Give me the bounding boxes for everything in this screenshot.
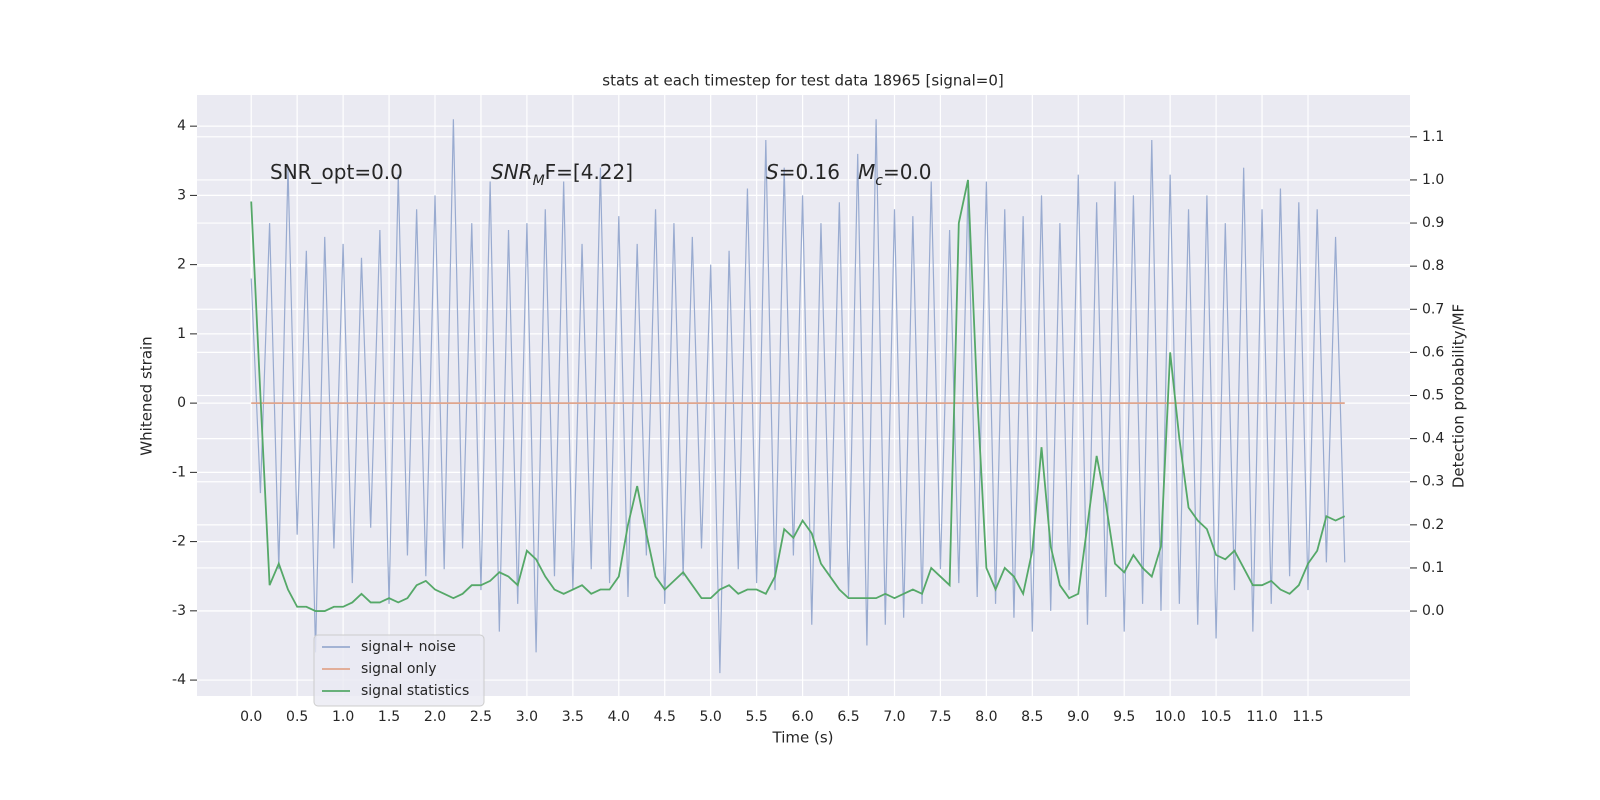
- annotation-part: M: [533, 173, 545, 189]
- x-tick-label: 1.0: [332, 709, 354, 725]
- annotation-part: M: [858, 160, 875, 184]
- annotation-part: =0.0: [883, 160, 932, 184]
- annotation: Mc=0.0: [858, 160, 932, 190]
- annotation-part: SNR: [491, 160, 533, 184]
- y2-tick-label: 0.0: [1422, 603, 1444, 619]
- series-line: [250, 119, 1346, 674]
- annotation-part: SNR_opt=0.0: [270, 160, 403, 184]
- x-tick-label: 11.0: [1246, 709, 1277, 725]
- y2-tick-label: 0.6: [1422, 344, 1444, 360]
- x-tick-label: 9.5: [1113, 709, 1135, 725]
- y2-tick-label: 0.8: [1422, 258, 1444, 274]
- y-tick-label: -1: [172, 464, 186, 480]
- x-tick-label: 2.5: [470, 709, 492, 725]
- annotation-part: F=[4.22]: [545, 160, 633, 184]
- x-tick-label: 2.0: [424, 709, 446, 725]
- x-tick-label: 9.0: [1067, 709, 1089, 725]
- annotation: SNRMF=[4.22]: [491, 160, 633, 190]
- x-tick-label: 5.0: [700, 709, 722, 725]
- annotation: S=0.16: [766, 160, 840, 184]
- x-tick-label: 0.5: [286, 709, 308, 725]
- x-tick-label: 8.5: [1021, 709, 1043, 725]
- x-tick-label: 7.0: [883, 709, 905, 725]
- series-line: [250, 179, 1346, 612]
- annotation-part: =0.16: [779, 160, 840, 184]
- y-tick-label: -4: [172, 672, 186, 688]
- y2-tick-label: 0.5: [1422, 388, 1444, 404]
- y2-tick-label: 0.7: [1422, 301, 1444, 317]
- x-tick-label: 8.0: [975, 709, 997, 725]
- x-tick-label: 5.5: [746, 709, 768, 725]
- x-tick-label: 3.5: [562, 709, 584, 725]
- y-axis-label: Whitened strain: [138, 336, 156, 455]
- y2-tick-label: 0.2: [1422, 517, 1444, 533]
- x-tick-label: 6.0: [791, 709, 813, 725]
- y-tick-label: 3: [177, 187, 186, 203]
- x-tick-label: 10.5: [1201, 709, 1232, 725]
- x-tick-label: 6.5: [837, 709, 859, 725]
- annotation: SNR_opt=0.0: [270, 160, 403, 184]
- chart-title: stats at each timestep for test data 189…: [602, 72, 1003, 90]
- y-tick-label: -3: [172, 603, 186, 619]
- x-tick-label: 7.5: [929, 709, 951, 725]
- y-tick-label: -2: [172, 534, 186, 550]
- x-tick-label: 4.0: [608, 709, 630, 725]
- x-tick-label: 0.0: [240, 709, 262, 725]
- x-tick-label: 1.5: [378, 709, 400, 725]
- y2-tick-label: 1.1: [1422, 129, 1444, 145]
- x-tick-label: 4.5: [654, 709, 676, 725]
- y2-tick-label: 0.1: [1422, 560, 1444, 576]
- y2-axis-label: Detection probability/MF: [1450, 304, 1468, 488]
- x-tick-label: 10.0: [1155, 709, 1186, 725]
- y2-tick-label: 0.4: [1422, 431, 1444, 447]
- x-axis-label: Time (s): [772, 729, 834, 747]
- legend-label: signal statistics: [361, 683, 469, 699]
- y-tick-label: 2: [177, 257, 186, 273]
- x-tick-label: 11.5: [1292, 709, 1323, 725]
- y-tick-label: 1: [177, 326, 186, 342]
- legend-label: signal only: [361, 661, 436, 677]
- legend-label: signal+ noise: [361, 639, 456, 655]
- legend-box: [313, 634, 485, 707]
- y-tick-label: 4: [177, 118, 186, 134]
- annotation-part: c: [875, 173, 883, 189]
- y-tick-label: 0: [177, 395, 186, 411]
- x-tick-label: 3.0: [516, 709, 538, 725]
- annotation-part: S: [766, 160, 779, 184]
- y2-tick-label: 0.9: [1422, 215, 1444, 231]
- y2-tick-label: 1.0: [1422, 172, 1444, 188]
- y2-tick-label: 0.3: [1422, 474, 1444, 490]
